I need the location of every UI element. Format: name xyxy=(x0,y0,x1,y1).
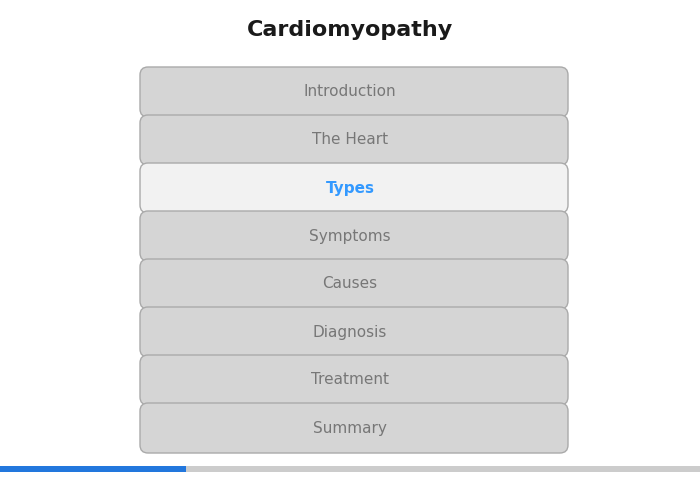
Text: Symptoms: Symptoms xyxy=(309,228,391,243)
FancyBboxPatch shape xyxy=(140,307,568,357)
Text: Diagnosis: Diagnosis xyxy=(313,324,387,339)
Text: The Heart: The Heart xyxy=(312,132,388,147)
FancyBboxPatch shape xyxy=(140,403,568,453)
Text: Causes: Causes xyxy=(323,276,377,291)
FancyBboxPatch shape xyxy=(140,259,568,309)
Text: Cardiomyopathy: Cardiomyopathy xyxy=(247,20,453,40)
FancyBboxPatch shape xyxy=(0,466,186,472)
FancyBboxPatch shape xyxy=(140,67,568,117)
Text: Types: Types xyxy=(326,180,374,195)
FancyBboxPatch shape xyxy=(140,115,568,165)
Text: Treatment: Treatment xyxy=(311,372,389,387)
FancyBboxPatch shape xyxy=(0,466,700,472)
Text: Summary: Summary xyxy=(313,420,387,435)
Text: Introduction: Introduction xyxy=(304,84,396,99)
FancyBboxPatch shape xyxy=(140,355,568,405)
FancyBboxPatch shape xyxy=(140,163,568,213)
FancyBboxPatch shape xyxy=(140,211,568,261)
